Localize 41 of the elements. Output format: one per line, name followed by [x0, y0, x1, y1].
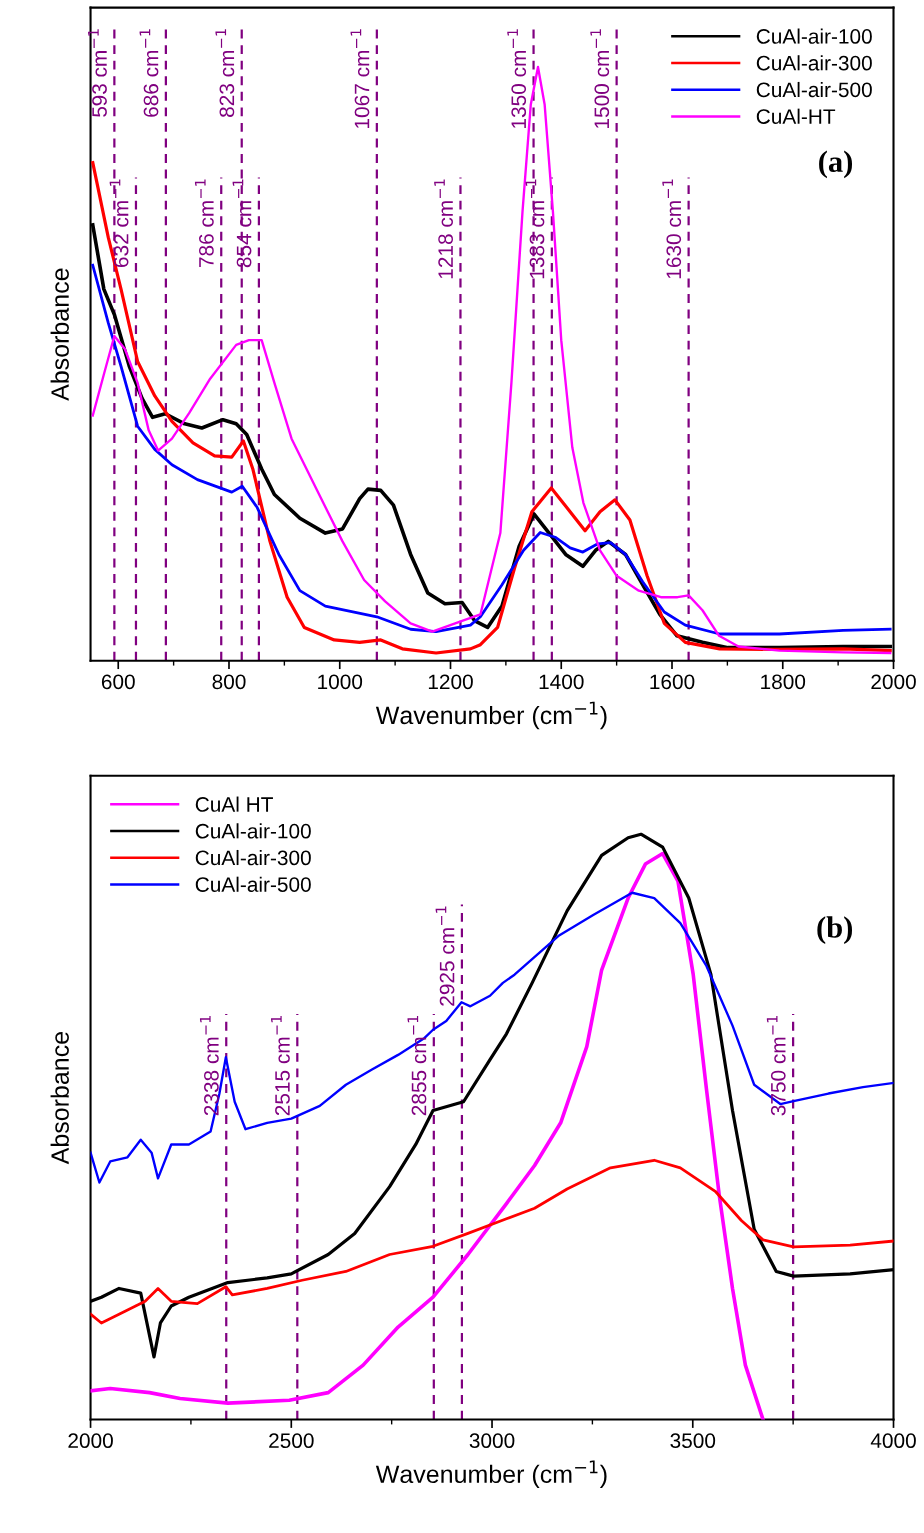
x-tick-label: 2000: [68, 1433, 113, 1449]
legend-label: CuAl HT: [195, 796, 273, 812]
x-tick-label: 2500: [269, 1433, 314, 1449]
ref-line-label: 1500 cm$^{−1}$: [590, 29, 610, 128]
annotation: (a): [819, 150, 853, 179]
legend-label: CuAl-air-300: [756, 55, 872, 71]
x-tick-label: 2000: [871, 674, 916, 690]
y-axis-title: Absorbance: [50, 1032, 69, 1165]
legend-label: CuAl-air-100: [756, 28, 872, 44]
ref-line-label: 3750 cm$^{−1}$: [766, 1015, 786, 1116]
ref-line-label: 2338 cm$^{−1}$: [199, 1015, 219, 1116]
x-tick-label: 800: [212, 674, 246, 690]
ref-line-label: 1630 cm$^{−1}$: [662, 179, 682, 279]
legend-label: CuAl-air-500: [195, 876, 311, 892]
x-tick-label: 1000: [318, 674, 363, 690]
ref-line-label: 1218 cm$^{−1}$: [434, 179, 453, 279]
legend-label: CuAl-air-500: [756, 81, 872, 98]
ref-line-label: 786 cm$^{−1}$: [194, 179, 214, 268]
ref-line-label: 2515 cm$^{−1}$: [271, 1015, 290, 1116]
x-axis-title: Wavenumber (cm$^{−1}$): [375, 1460, 607, 1489]
x-tick-label: 1400: [539, 674, 584, 690]
ref-line-label: 1067 cm$^{−1}$: [350, 29, 370, 128]
x-axis-title: Wavenumber (cm$^{−1}$): [375, 701, 607, 730]
ref-line-label: 2925 cm$^{−1}$: [435, 906, 455, 1006]
ref-line-label: 2855 cm$^{−1}$: [407, 1015, 427, 1116]
x-tick-label: 1200: [428, 674, 473, 690]
legend-label: CuAl-HT: [756, 108, 836, 124]
ref-line-label: 593 cm$^{−1}$: [88, 29, 107, 117]
x-tick-label: 600: [101, 674, 135, 690]
x-tick-label: 3500: [670, 1433, 716, 1449]
ref-line-label: 686 cm$^{−1}$: [139, 29, 159, 117]
x-tick-label: 3000: [469, 1433, 515, 1449]
annotation: (b): [817, 916, 853, 945]
legend-label: CuAl-air-300: [195, 849, 311, 866]
legend-label: CuAl-air-100: [195, 823, 311, 839]
ref-line-label: 823 cm$^{−1}$: [215, 29, 235, 117]
x-tick-label: 4000: [870, 1433, 916, 1449]
ref-line-label: 1350 cm$^{−1}$: [507, 29, 527, 128]
x-tick-label: 1800: [761, 674, 806, 690]
x-tick-label: 1600: [650, 674, 695, 690]
y-axis-title: Absorbance: [50, 268, 69, 401]
